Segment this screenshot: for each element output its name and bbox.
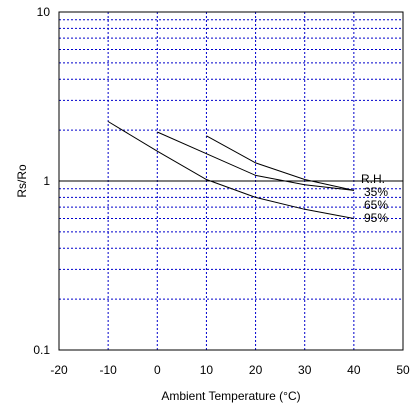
x-tick-label: 40	[347, 363, 361, 377]
legend-title: R.H.	[361, 172, 385, 186]
x-tick-label: 10	[200, 363, 214, 377]
x-tick-label: -20	[50, 363, 68, 377]
series-layer	[107, 121, 355, 219]
tick-layer: -20 -10 0 10 20 30 40 50 0.1 1 10	[33, 5, 410, 377]
x-tick-label: 0	[154, 363, 161, 377]
plot-frame	[58, 11, 404, 351]
x-tick-label: 30	[298, 363, 312, 377]
x-axis-title: Ambient Temperature (°C)	[161, 389, 300, 403]
y-axis-title: Rs/Ro	[15, 164, 29, 198]
y-tick-label: 1	[43, 174, 50, 188]
legend-label: 65%	[364, 198, 388, 212]
series-line-95pct	[107, 121, 354, 219]
y-tick-label: 10	[37, 5, 51, 19]
legend: R.H. 35%65%95%	[361, 172, 388, 225]
legend-label: 95%	[364, 211, 388, 225]
x-tick-label: 50	[396, 363, 410, 377]
x-tick-label: -10	[99, 363, 117, 377]
series-line-35pct	[157, 131, 354, 191]
legend-label: 35%	[364, 185, 388, 199]
x-tick-label: 20	[249, 363, 263, 377]
y-tick-label: 0.1	[33, 343, 50, 357]
series-line-65pct	[206, 135, 355, 191]
